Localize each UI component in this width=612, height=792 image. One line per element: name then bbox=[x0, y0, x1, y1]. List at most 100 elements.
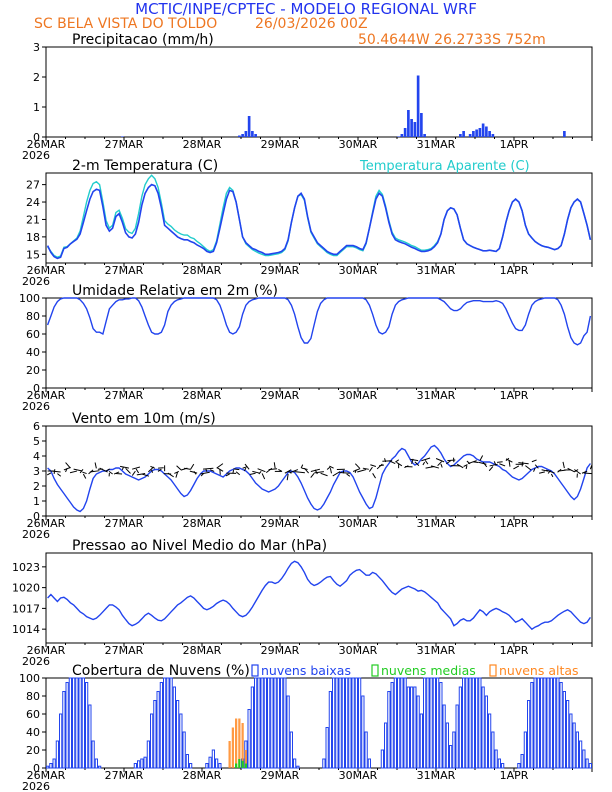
precip-title: Precipitacao (mm/h) bbox=[72, 32, 214, 48]
low-cloud-bar bbox=[94, 758, 98, 769]
wind-arrow bbox=[332, 471, 341, 477]
low-cloud-bar bbox=[273, 677, 277, 769]
pressure-year-label: 2026 bbox=[22, 655, 50, 668]
low-cloud-bar bbox=[367, 758, 371, 769]
low-cloud-bar bbox=[322, 758, 326, 769]
precip-ytick-label: 2 bbox=[33, 71, 40, 84]
low-cloud-bar bbox=[582, 749, 586, 769]
clouds-title: Cobertura de Nuvens (%) bbox=[72, 663, 250, 679]
precip-bar bbox=[488, 131, 491, 137]
low-cloud-bar bbox=[72, 677, 76, 769]
apparent-temp-legend: Temperatura Aparente (C) bbox=[359, 159, 530, 174]
low-cloud-bar bbox=[468, 677, 472, 769]
temp-title: 2-m Temperatura (C) bbox=[72, 158, 218, 174]
temp-xtick-label: 27MAR bbox=[105, 264, 144, 277]
temp-ytick-label: 18 bbox=[26, 231, 40, 244]
precip-bar bbox=[121, 136, 124, 137]
wind-arrow bbox=[151, 469, 153, 473]
precip-bar bbox=[247, 116, 251, 137]
low-cloud-bar bbox=[75, 677, 79, 769]
clouds-xtick-label: 31MAR bbox=[417, 769, 456, 782]
wind-arrow bbox=[176, 465, 182, 471]
low-cloud-bar bbox=[335, 677, 339, 769]
clouds-xtick-label: 26MAR bbox=[27, 769, 66, 782]
low-cloud-bar bbox=[205, 763, 209, 769]
wind-arrow bbox=[120, 465, 129, 469]
low-cloud-bar bbox=[88, 704, 92, 769]
mid-cloud-bar bbox=[241, 760, 244, 768]
low-cloud-bar bbox=[286, 695, 290, 769]
low-cloud-bar bbox=[270, 677, 274, 769]
low-cloud-bar bbox=[81, 677, 85, 769]
wind-arrow bbox=[424, 460, 429, 465]
low-cloud-bar bbox=[338, 677, 342, 769]
precip-bar bbox=[481, 123, 485, 137]
low-cloud-bar bbox=[517, 763, 521, 769]
low-cloud-bar bbox=[218, 763, 222, 769]
precip-bar bbox=[410, 119, 413, 137]
wind-arrow bbox=[125, 467, 131, 474]
wind-arrow bbox=[82, 473, 87, 479]
mid-cloud-bar bbox=[244, 763, 247, 768]
wind-arrow bbox=[414, 461, 420, 467]
wind-arrow bbox=[513, 465, 520, 470]
wind-arrow bbox=[94, 462, 97, 469]
low-cloud-bar bbox=[176, 700, 180, 769]
wind-arrow bbox=[46, 472, 52, 476]
wind-ytick-label: 3 bbox=[33, 465, 40, 478]
wind-ytick-label: 6 bbox=[33, 420, 40, 433]
temp-ytick-label: 27 bbox=[26, 179, 40, 192]
humidity-title: Umidade Relativa em 2m (%) bbox=[72, 283, 278, 299]
clouds-ytick-label: 0 bbox=[33, 762, 40, 775]
wind-arrow bbox=[257, 468, 266, 473]
wind-arrow bbox=[314, 471, 324, 474]
humidity-xtick-label: 28MAR bbox=[183, 389, 222, 402]
precip-bar bbox=[254, 134, 257, 137]
pressure-title: Pressao ao Nivel Medio do Mar (hPa) bbox=[72, 538, 327, 554]
low-cloud-bar bbox=[501, 763, 505, 769]
temp-xtick-label: 29MAR bbox=[261, 264, 300, 277]
low-cloud-bar bbox=[423, 677, 427, 769]
wind-xtick-label: 30MAR bbox=[339, 517, 378, 530]
high-cloud-bar bbox=[244, 750, 247, 768]
low-cloud-bar bbox=[439, 682, 443, 769]
wind-arrow bbox=[557, 468, 562, 473]
low-cloud-bar bbox=[296, 765, 300, 769]
wind-arrow bbox=[534, 464, 539, 469]
wind-arrow bbox=[320, 472, 328, 477]
low-cloud-bar bbox=[351, 677, 355, 769]
low-cloud-bar bbox=[533, 677, 537, 769]
wind-arrow bbox=[82, 471, 87, 475]
low-cloud-bar bbox=[413, 686, 417, 769]
precip-bar bbox=[563, 131, 566, 137]
low-cloud-bar bbox=[358, 677, 362, 769]
humidity-year-label: 2026 bbox=[22, 400, 50, 413]
temp-xtick-label: 31MAR bbox=[417, 264, 456, 277]
clouds-ytick-label: 40 bbox=[26, 726, 40, 739]
low-cloud-bar bbox=[462, 677, 466, 769]
precip-year-label: 2026 bbox=[22, 149, 50, 162]
low-cloud-bar bbox=[527, 700, 531, 769]
wind-ytick-label: 2 bbox=[33, 480, 40, 493]
precip-bar bbox=[462, 131, 465, 137]
humidity-frame bbox=[45, 297, 593, 389]
wind-arrow bbox=[562, 461, 565, 469]
precip-bar bbox=[420, 113, 423, 137]
low-cloud-bar bbox=[572, 722, 576, 769]
low-cloud-bar bbox=[68, 677, 72, 769]
low-cloud-bar bbox=[283, 677, 287, 769]
wind-arrow bbox=[294, 471, 305, 474]
precip-xtick-label: 1APR bbox=[500, 138, 529, 151]
low-cloud-bar bbox=[65, 682, 69, 769]
precip-bar bbox=[423, 134, 426, 137]
low-cloud-bar bbox=[325, 727, 329, 769]
run-label: 26/03/2026 00Z bbox=[255, 16, 368, 32]
wind-arrow bbox=[445, 460, 451, 465]
low-cloud-bar bbox=[260, 677, 264, 769]
wind-line bbox=[47, 444, 591, 513]
wind-arrow bbox=[235, 471, 241, 476]
low-cloud-bar bbox=[484, 695, 488, 769]
low-cloud-bar bbox=[543, 677, 547, 769]
low-cloud-bar bbox=[536, 677, 540, 769]
temp-ytick-label: 15 bbox=[26, 248, 40, 261]
